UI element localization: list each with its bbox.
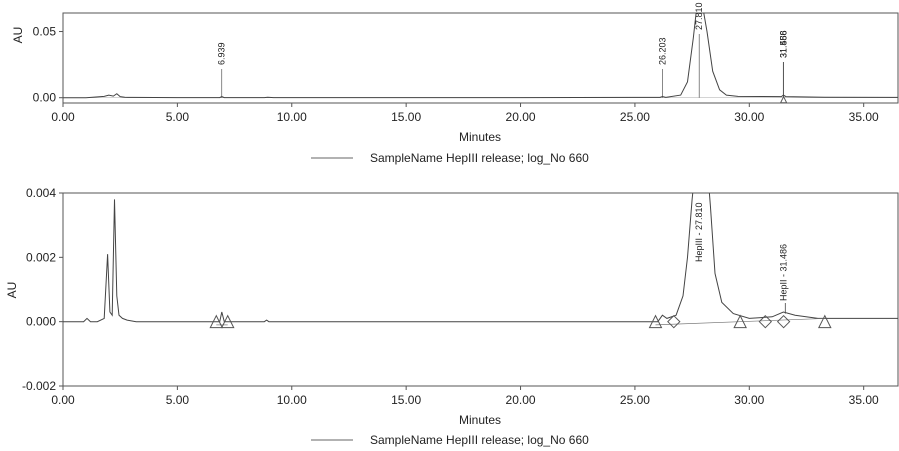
x-tick-label: 5.00 [166,110,190,124]
peak-label: 31.486 [778,30,788,58]
top-chart: 0.00 5.00 10.00 15.00 20.00 25.00 30.00 35.00 0… [11,2,899,165]
chromatogram-series [63,13,898,99]
triangle-marker [220,314,235,329]
peak-label: 26.203 [657,37,667,65]
y-tick-label: -0.002 [22,379,56,393]
triangle-marker [648,314,663,329]
chromatogram-series [63,193,898,326]
x-tick-label: 20.00 [506,110,536,124]
triangle-marker [209,314,224,329]
legend-entry: SampleName HepIII release; log_No 660 [370,151,589,165]
x-tick-label: 10.00 [277,110,307,124]
y-tick-label: 0.004 [26,186,56,200]
x-tick-label: 20.00 [506,393,536,407]
y-tick-label: 0.00 [33,91,57,105]
integration-markers [209,314,832,329]
peak-label: HepII - 31.486 [778,244,788,301]
y-axis-ticks: 0.00 0.05 [33,25,63,105]
x-tick-label: 15.00 [391,393,421,407]
x-tick-label: 0.00 [51,110,75,124]
integration-markers [779,95,788,104]
x-tick-label: 25.00 [620,393,650,407]
y-axis-label: AU [5,282,19,299]
y-tick-label: 0.002 [26,250,56,264]
y-axis-label: AU [11,27,25,44]
peak-label: 27.810 [694,2,704,30]
x-tick-label: 10.00 [277,393,307,407]
x-tick-label: 30.00 [734,393,764,407]
y-axis-ticks: -0.002 0.000 0.002 0.004 [22,186,63,393]
series-line [63,13,898,99]
triangle-marker [817,314,832,329]
y-tick-label: 0.05 [33,25,57,39]
x-tick-label: 15.00 [391,110,421,124]
plot-frame [62,192,899,387]
peak-label: 31.558 [779,30,789,58]
x-axis-label: Minutes [459,413,501,427]
integration-baseline [655,318,825,326]
series-line [63,193,898,323]
x-tick-label: 35.00 [849,393,879,407]
x-tick-label: 25.00 [620,110,650,124]
x-tick-label: 5.00 [166,393,190,407]
x-tick-label: 0.00 [51,393,75,407]
peak-label: 6.939 [217,42,227,65]
x-axis-ticks: 0.00 5.00 10.00 15.00 20.00 25.00 30.00 35.00 [51,103,879,124]
plot-frame [62,12,899,104]
triangle-marker [779,95,788,104]
legend-entry: SampleName HepIII release; log_No 660 [370,433,589,447]
diamond-marker [667,314,681,329]
triangle-marker [733,314,747,329]
x-tick-label: 35.00 [849,110,879,124]
y-tick-label: 0.000 [26,315,56,329]
diamond-marker [776,314,791,329]
bottom-chart: 0.00 5.00 10.00 15.00 20.00 25.00 30.00 35.00 -… [5,186,899,447]
peak-label: HepIII - 27.810 [694,202,704,262]
x-tick-label: 30.00 [734,110,764,124]
peak-markers: HepIII - 27.810 HepII - 31.486 [694,202,788,314]
x-axis-label: Minutes [459,130,501,144]
diamond-marker [758,314,773,329]
x-axis-ticks: 0.00 5.00 10.00 15.00 20.00 25.00 30.00 35.00 [51,386,879,407]
